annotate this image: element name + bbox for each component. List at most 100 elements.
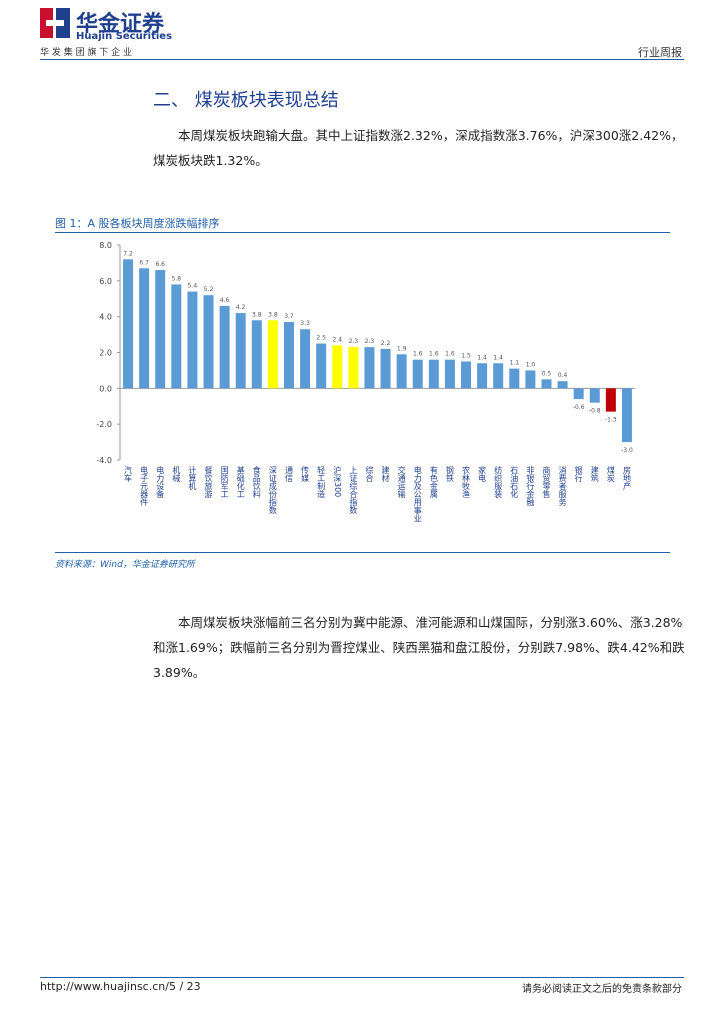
value-label: 3.3: [300, 320, 310, 327]
x-tick-label: 煤炭: [606, 465, 615, 483]
x-tick-label: 银行: [574, 465, 583, 483]
bar: [364, 347, 375, 389]
x-tick-label: 上证综合指数: [349, 466, 358, 515]
value-label: 5.4: [188, 283, 198, 290]
paragraph: 本周煤炭板块涨幅前三名分别为冀中能源、淮河能源和山煤国际，分别涨3.60%、涨3…: [153, 615, 685, 680]
bar: [493, 363, 504, 389]
x-tick-label: 非银行金融: [526, 465, 535, 507]
bar: [589, 388, 600, 403]
bar: [155, 270, 166, 389]
bar: [525, 370, 536, 389]
value-label: 1.5: [461, 352, 471, 359]
x-tick-label: 餐饮旅游: [204, 466, 213, 499]
figure-caption: 图 1：A 股各板块周度涨跌幅排序: [55, 217, 220, 230]
bar: [396, 354, 407, 389]
x-tick-label: 传媒: [301, 465, 310, 483]
bar: [283, 322, 294, 389]
bar: [573, 388, 584, 400]
brand-en: Huajin Securities: [76, 31, 173, 42]
bar: [123, 259, 134, 389]
y-tick-label: 2.0: [99, 349, 112, 358]
x-tick-label: 房地产: [622, 465, 631, 491]
bar: [461, 361, 472, 389]
paragraph: 本周煤炭板块跑输大盘。其中上证指数涨2.32%，深成指数涨3.76%，沪深300…: [153, 128, 684, 168]
bar: [187, 291, 198, 389]
value-label: 3.7: [284, 313, 294, 320]
x-tick-label: 电力及公用事业: [413, 465, 422, 522]
value-label: 2.2: [381, 340, 391, 347]
bar: [412, 359, 423, 389]
y-tick-label: 6.0: [99, 277, 112, 286]
value-label: 0.5: [542, 370, 552, 377]
value-label: 5.8: [172, 275, 182, 282]
value-label: -1.3: [605, 417, 617, 424]
bar: [300, 329, 311, 389]
y-tick-label: -4.0: [96, 456, 112, 465]
value-label: 4.2: [236, 304, 246, 311]
value-label: 3.8: [252, 311, 262, 318]
x-tick-label: 轻工制造: [317, 465, 326, 499]
x-tick-label: 汽车: [124, 465, 133, 483]
x-tick-label: 深证成份指数: [268, 466, 277, 515]
x-tick-label: 综合: [365, 465, 374, 483]
value-label: 1.4: [477, 354, 487, 361]
caption-rule: [55, 232, 670, 233]
bar: [557, 381, 568, 389]
x-tick-label: 通信: [284, 465, 293, 483]
brand: 华金证券: [76, 12, 165, 37]
x-tick-label: 国防军工: [220, 466, 229, 498]
disclaimer: 请务必阅读正文之后的免责条款部分: [522, 984, 682, 995]
value-label: -0.6: [573, 404, 585, 411]
x-tick-label: 石油石化: [510, 466, 519, 499]
x-tick-label: 食品饮料: [252, 465, 261, 499]
y-tick-label: 4.0: [99, 313, 112, 322]
value-label: 1.6: [413, 351, 423, 358]
x-tick-label: 交通运输: [397, 465, 406, 499]
bar: [171, 284, 182, 389]
bar: [509, 368, 520, 389]
bar: [621, 388, 632, 443]
x-tick-label: 钢铁: [445, 465, 454, 483]
value-label: 1.6: [429, 351, 439, 358]
source: 资料来源：Wind，华金证券研究所: [55, 560, 195, 570]
x-tick-label: 电力设备: [156, 465, 165, 499]
x-tick-label: 建筑: [590, 465, 599, 483]
bar: [219, 305, 230, 389]
bar: [316, 343, 327, 389]
value-label: 6.7: [139, 259, 149, 266]
bar: [444, 359, 455, 389]
x-tick-label: 商贸零售: [542, 465, 551, 499]
bar: [203, 295, 214, 389]
x-tick-label: 有色金属: [429, 465, 438, 499]
x-tick-label: 电子元器件: [140, 465, 149, 507]
source-rule: [55, 552, 670, 553]
x-tick-label: 家电: [478, 465, 487, 482]
x-tick-label: 沪深300: [333, 465, 342, 497]
value-label: 0.4: [558, 372, 568, 379]
footer-rule: [40, 977, 684, 978]
bar: [477, 363, 488, 389]
footer-url: http://www.huajinsc.cn/5 / 23: [40, 980, 201, 993]
bar: [235, 313, 246, 389]
x-tick-label: 机械: [172, 465, 181, 483]
y-tick-label: 8.0: [99, 241, 112, 250]
bar: [251, 320, 262, 389]
value-label: -3.0: [621, 447, 633, 454]
value-label: 2.4: [332, 336, 342, 343]
value-label: 4.6: [220, 297, 230, 304]
bar: [428, 359, 439, 389]
x-tick-label: 计算机: [188, 465, 197, 491]
bar: [541, 379, 552, 389]
value-label: 2.5: [316, 335, 326, 342]
bar: [139, 268, 150, 389]
value-label: 1.1: [510, 360, 520, 367]
bar: [605, 388, 616, 412]
value-label: 2.3: [349, 338, 359, 345]
value-label: 3.8: [268, 311, 278, 318]
value-label: 5.2: [204, 286, 214, 293]
value-label: 2.3: [365, 338, 375, 345]
logo: [40, 8, 70, 38]
bar: [332, 345, 343, 389]
bar: [348, 347, 359, 389]
